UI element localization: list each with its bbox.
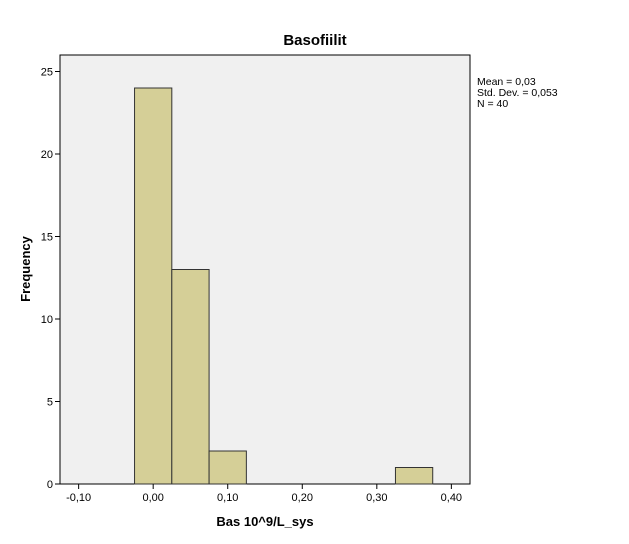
chart-title: Basofiilit	[283, 32, 346, 49]
histogram-bar-3	[394, 467, 434, 485]
x-tick-label-0: -0,10	[66, 492, 91, 504]
y-axis: 0 5 10 15 20 25	[41, 67, 60, 491]
x-tick-label-1: 0,00	[142, 492, 163, 504]
y-axis-title: Frequency	[18, 235, 33, 302]
x-axis-title: Bas 10^9/L_sys	[216, 514, 313, 529]
histogram-bar-0	[134, 87, 173, 485]
x-tick-label-4: 0,30	[366, 492, 387, 504]
y-tick-label-5: 25	[41, 67, 53, 79]
statistics-box: Mean = 0,03 Std. Dev. = 0,053 N = 40	[477, 76, 558, 110]
x-tick-label-5: 0,40	[441, 492, 462, 504]
x-tick-label-3: 0,20	[292, 492, 313, 504]
x-tick-label-2: 0,10	[217, 492, 238, 504]
bars-group	[134, 87, 434, 485]
histogram-bar-2	[208, 450, 247, 485]
stat-std-dev: Std. Dev. = 0,053	[477, 87, 558, 99]
y-tick-label-2: 10	[41, 314, 53, 326]
y-tick-label-1: 5	[47, 397, 53, 409]
y-tick-label-3: 15	[41, 232, 53, 244]
histogram-bar-1	[171, 269, 210, 485]
stat-n: N = 40	[477, 98, 508, 110]
plot-area	[59, 54, 471, 485]
y-tick-label-4: 20	[41, 149, 53, 161]
y-tick-label-0: 0	[47, 479, 53, 491]
x-axis: -0,10 0,00 0,10 0,20 0,30 0,40	[66, 484, 462, 504]
stat-mean: Mean = 0,03	[477, 76, 536, 88]
